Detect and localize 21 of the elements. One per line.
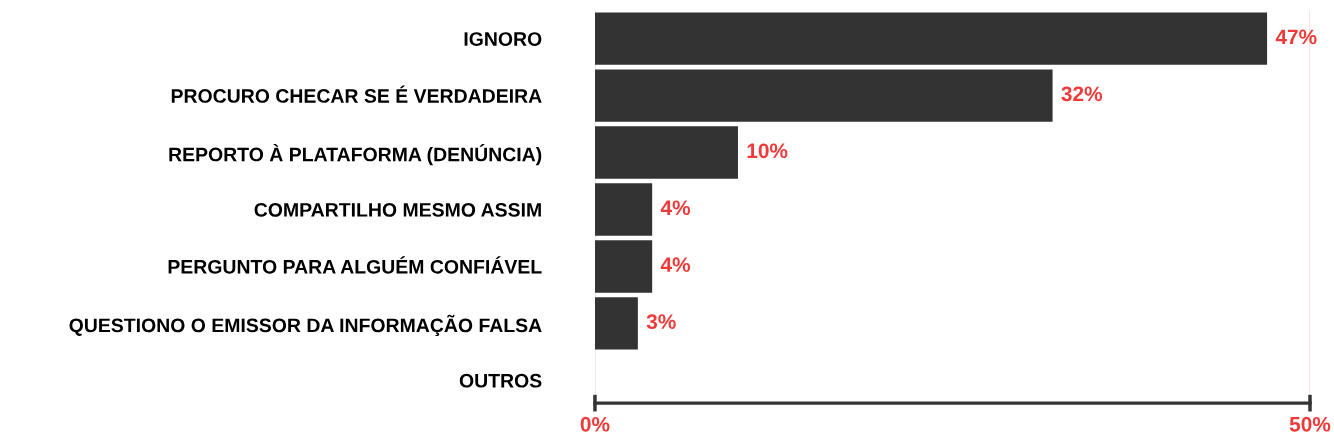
y-tick-label: COMPARTILHO MESMO ASSIM xyxy=(254,202,541,217)
bar xyxy=(594,126,738,179)
y-tick-label: REPORTO À PLATAFORMA (DENÚNCIA) xyxy=(169,143,542,166)
data-label: 3% xyxy=(646,314,676,330)
bar xyxy=(594,240,653,293)
data-label: 47% xyxy=(1275,29,1317,45)
bar xyxy=(594,183,653,236)
data-label: 32% xyxy=(1061,86,1103,102)
y-tick-label: OUTROS xyxy=(459,373,542,388)
y-tick-label: QUESTIONO O EMISSOR DA INFORMAÇÃO FALSA xyxy=(69,314,542,337)
data-label: 10% xyxy=(747,143,788,159)
x-tick-label: 50% xyxy=(1289,416,1331,432)
x-tick-label: 0% xyxy=(580,416,610,432)
bar xyxy=(594,12,1268,65)
y-tick-label: PROCURO CHECAR SE É VERDADEIRA xyxy=(171,85,542,103)
data-label: 4% xyxy=(660,200,691,216)
bar xyxy=(594,69,1053,122)
data-label: 4% xyxy=(660,257,691,273)
y-tick-label: IGNORO xyxy=(464,32,542,46)
y-tick-label: PERGUNTO PARA ALGUÉM CONFIÁVEL xyxy=(168,256,542,274)
bar xyxy=(594,297,638,350)
